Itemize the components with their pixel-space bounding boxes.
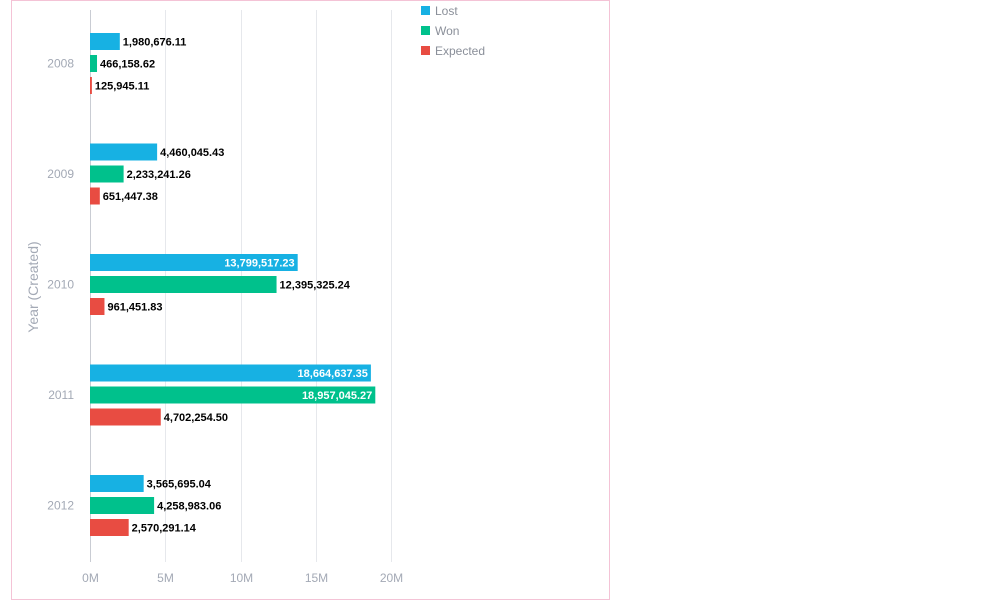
data-label: 4,460,045.43 [160, 147, 224, 159]
x-axis-labels: 0M 5M 10M 15M 20M [82, 571, 403, 585]
y-tick-label: 2012 [47, 499, 74, 513]
x-tick-label: 0M [82, 571, 99, 585]
y-axis-labels: 2008 2009 2010 2011 2012 [47, 57, 74, 513]
legend-label-lost[interactable]: Lost [435, 4, 458, 18]
data-label: 651,447.38 [103, 191, 158, 203]
bars: 1,980,676.11 466,158.62 125,945.11 4,460,04… [90, 33, 376, 536]
data-label: 3,565,695.04 [147, 479, 212, 491]
y-axis-title: Year (Created) [25, 241, 41, 332]
data-label: 18,664,637.35 [298, 368, 368, 380]
bar-won-2009[interactable] [90, 165, 124, 183]
x-tick-label: 20M [380, 571, 403, 585]
bar-expected-2010[interactable] [90, 298, 105, 315]
legend-swatch-lost[interactable] [421, 6, 430, 15]
y-tick-label: 2008 [47, 57, 74, 71]
bar-lost-2012[interactable] [90, 475, 144, 492]
data-label: 961,451.83 [107, 302, 162, 314]
data-label: 1,980,676.11 [123, 37, 187, 49]
bar-won-2012[interactable] [90, 497, 155, 514]
bar-lost-2008[interactable] [90, 33, 120, 50]
legend-swatch-expected[interactable] [421, 46, 430, 55]
y-tick-label: 2009 [47, 167, 74, 181]
data-label: 13,799,517.23 [224, 258, 294, 270]
legend-swatch-won[interactable] [421, 26, 430, 35]
bar-won-2008[interactable] [90, 55, 98, 72]
bar-won-2011[interactable] [90, 386, 376, 404]
bar-expected-2012[interactable] [90, 519, 129, 536]
data-label: 18,957,045.27 [302, 390, 372, 402]
x-tick-label: 15M [305, 571, 328, 585]
bar-expected-2008[interactable] [90, 77, 92, 94]
data-label: 12,395,325.24 [280, 280, 351, 292]
legend-label-expected[interactable]: Expected [435, 44, 485, 58]
data-label: 2,570,291.14 [132, 523, 197, 535]
legend-label-won[interactable]: Won [435, 24, 459, 38]
data-label: 125,945.11 [95, 81, 149, 93]
data-label: 4,702,254.50 [164, 412, 228, 424]
bar-expected-2011[interactable] [90, 408, 161, 426]
x-tick-label: 10M [230, 571, 253, 585]
bar-lost-2010[interactable] [90, 254, 298, 271]
data-label: 4,258,983.06 [157, 501, 221, 513]
legend: Lost Won Expected [421, 4, 485, 58]
bar-expected-2009[interactable] [90, 187, 100, 205]
data-label: 466,158.62 [100, 59, 155, 71]
y-tick-label: 2010 [47, 278, 74, 292]
bar-lost-2011[interactable] [90, 364, 371, 382]
bar-won-2010[interactable] [90, 276, 277, 293]
bar-lost-2009[interactable] [90, 143, 158, 161]
y-tick-label: 2011 [48, 388, 74, 402]
x-tick-label: 5M [157, 571, 174, 585]
data-label: 2,233,241.26 [127, 169, 191, 181]
